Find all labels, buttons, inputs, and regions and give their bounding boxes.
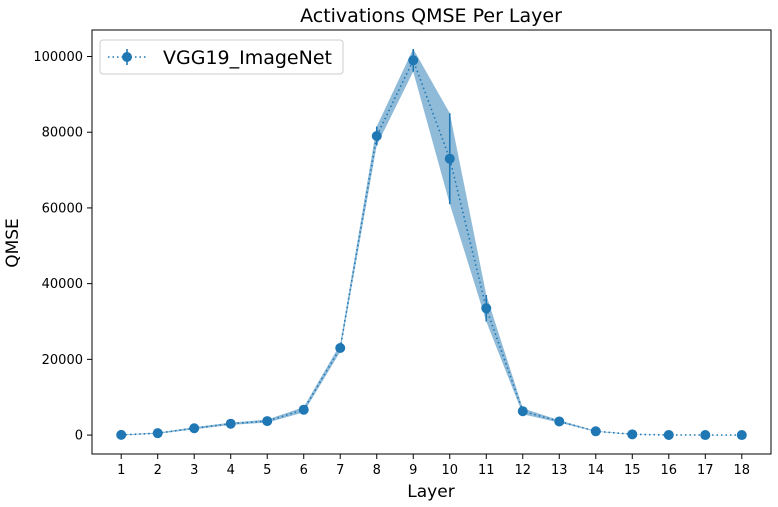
data-point	[152, 428, 163, 439]
data-point	[262, 416, 273, 427]
x-tick-label: 11	[478, 463, 495, 478]
x-tick-label: 4	[227, 463, 235, 478]
error-band-layer	[121, 48, 742, 436]
data-point	[335, 343, 346, 353]
legend-entry-label: VGG19_ImageNet	[163, 47, 332, 69]
legend-marker	[122, 52, 132, 62]
data-point	[700, 430, 711, 441]
marker-layer	[116, 55, 747, 441]
x-axis: 1 2 3 4 5 6 7 8 9 10 11 12 13 14 15 16 17 18	[117, 454, 750, 478]
data-point	[116, 429, 127, 440]
x-tick-label: 9	[409, 463, 417, 478]
x-tick-label: 6	[300, 463, 308, 478]
data-point	[444, 153, 455, 164]
data-point	[298, 404, 309, 415]
data-point	[481, 303, 492, 314]
data-point	[189, 423, 200, 434]
y-axis-title: QMSE	[3, 218, 23, 268]
x-tick-label: 1	[117, 463, 125, 478]
data-point	[663, 429, 674, 440]
y-tick-label: 20000	[42, 353, 83, 368]
x-tick-label: 12	[514, 463, 531, 478]
data-point	[736, 430, 747, 441]
x-axis-title: Layer	[407, 482, 454, 502]
y-tick-label: 80000	[42, 126, 83, 141]
y-tick-label: 100000	[33, 50, 83, 65]
data-point	[554, 416, 565, 427]
series-line-layer	[121, 58, 742, 436]
data-point	[517, 406, 528, 417]
x-tick-label: 13	[551, 463, 568, 478]
data-point	[225, 418, 236, 429]
x-tick-label: 16	[661, 463, 678, 478]
error-band	[121, 48, 742, 436]
data-point	[627, 429, 638, 440]
x-tick-label: 5	[263, 463, 271, 478]
x-tick-label: 18	[734, 463, 751, 478]
x-tick-label: 7	[336, 463, 344, 478]
series-line	[121, 58, 742, 436]
x-tick-label: 17	[697, 463, 714, 478]
data-point	[371, 131, 382, 141]
y-tick-label: 0	[75, 429, 83, 444]
x-tick-label: 15	[624, 463, 641, 478]
x-tick-label: 2	[154, 463, 162, 478]
chart-title: Activations QMSE Per Layer	[300, 5, 562, 27]
x-tick-label: 3	[190, 463, 198, 478]
y-axis: 0 20000 40000 60000 80000 100000	[33, 50, 92, 444]
data-point	[408, 55, 419, 66]
x-tick-label: 10	[441, 463, 458, 478]
plot-area	[91, 29, 772, 455]
y-tick-label: 60000	[42, 201, 83, 216]
plot-frame	[91, 29, 772, 455]
legend-frame	[99, 39, 344, 75]
legend: VGG19_ImageNet	[99, 39, 344, 75]
x-tick-label: 14	[588, 463, 605, 478]
data-point	[590, 426, 601, 437]
y-tick-label: 40000	[42, 277, 83, 292]
x-tick-label: 8	[373, 463, 381, 478]
